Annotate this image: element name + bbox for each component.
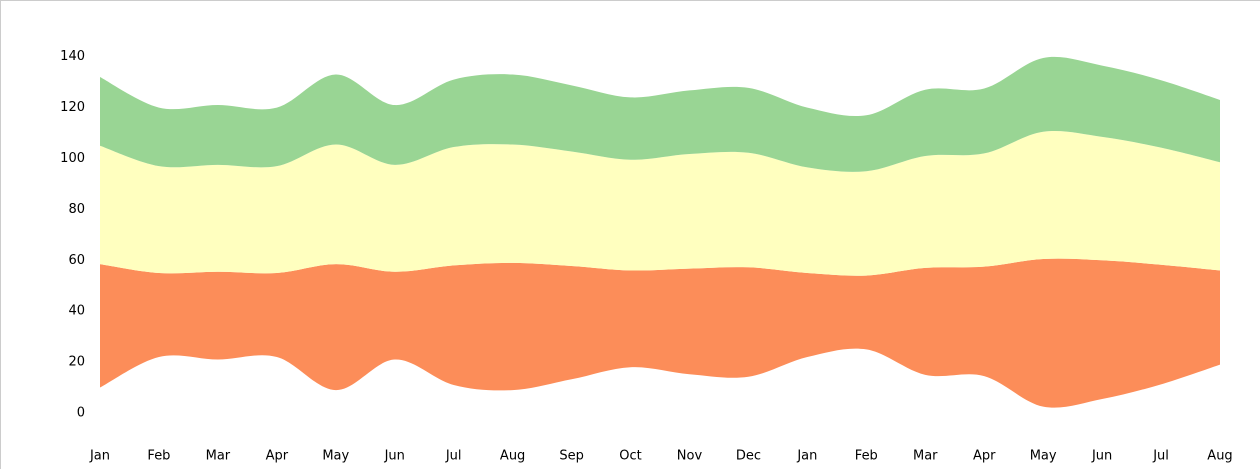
x-tick-label: Oct (619, 449, 641, 464)
y-tick-label: 120 (60, 100, 85, 115)
stream-layer (100, 258, 1220, 408)
x-tick-label: May (1030, 449, 1057, 464)
x-tick-label: Jan (89, 449, 110, 464)
x-tick-label: Aug (500, 449, 525, 464)
x-tick-label: Sep (559, 449, 584, 464)
x-tick-label: Jul (445, 449, 462, 464)
x-tick-label: Feb (855, 449, 878, 464)
y-tick-label: 140 (60, 49, 85, 64)
x-tick-label: Dec (736, 449, 761, 464)
x-tick-label: Mar (913, 449, 938, 464)
y-tick-label: 40 (68, 304, 85, 319)
x-tick-label: Apr (973, 449, 996, 464)
y-tick-label: 60 (68, 253, 85, 268)
x-tick-label: Jul (1152, 449, 1169, 464)
x-tick-label: Nov (677, 449, 703, 464)
x-tick-label: Jan (796, 449, 817, 464)
x-tick-label: Aug (1207, 449, 1232, 464)
x-tick-label: Jun (1091, 449, 1112, 464)
y-tick-label: 20 (68, 355, 85, 370)
x-tick-label: Apr (266, 449, 289, 464)
x-tick-label: Mar (206, 449, 231, 464)
y-tick-label: 80 (68, 202, 85, 217)
stream-layer (100, 130, 1220, 276)
y-tick-label: 100 (60, 151, 85, 166)
y-tick-label: 0 (77, 406, 85, 421)
x-tick-label: Jun (384, 449, 405, 464)
stream-layer (100, 56, 1220, 172)
x-tick-label: Feb (147, 449, 170, 464)
x-tick-label: May (322, 449, 349, 464)
